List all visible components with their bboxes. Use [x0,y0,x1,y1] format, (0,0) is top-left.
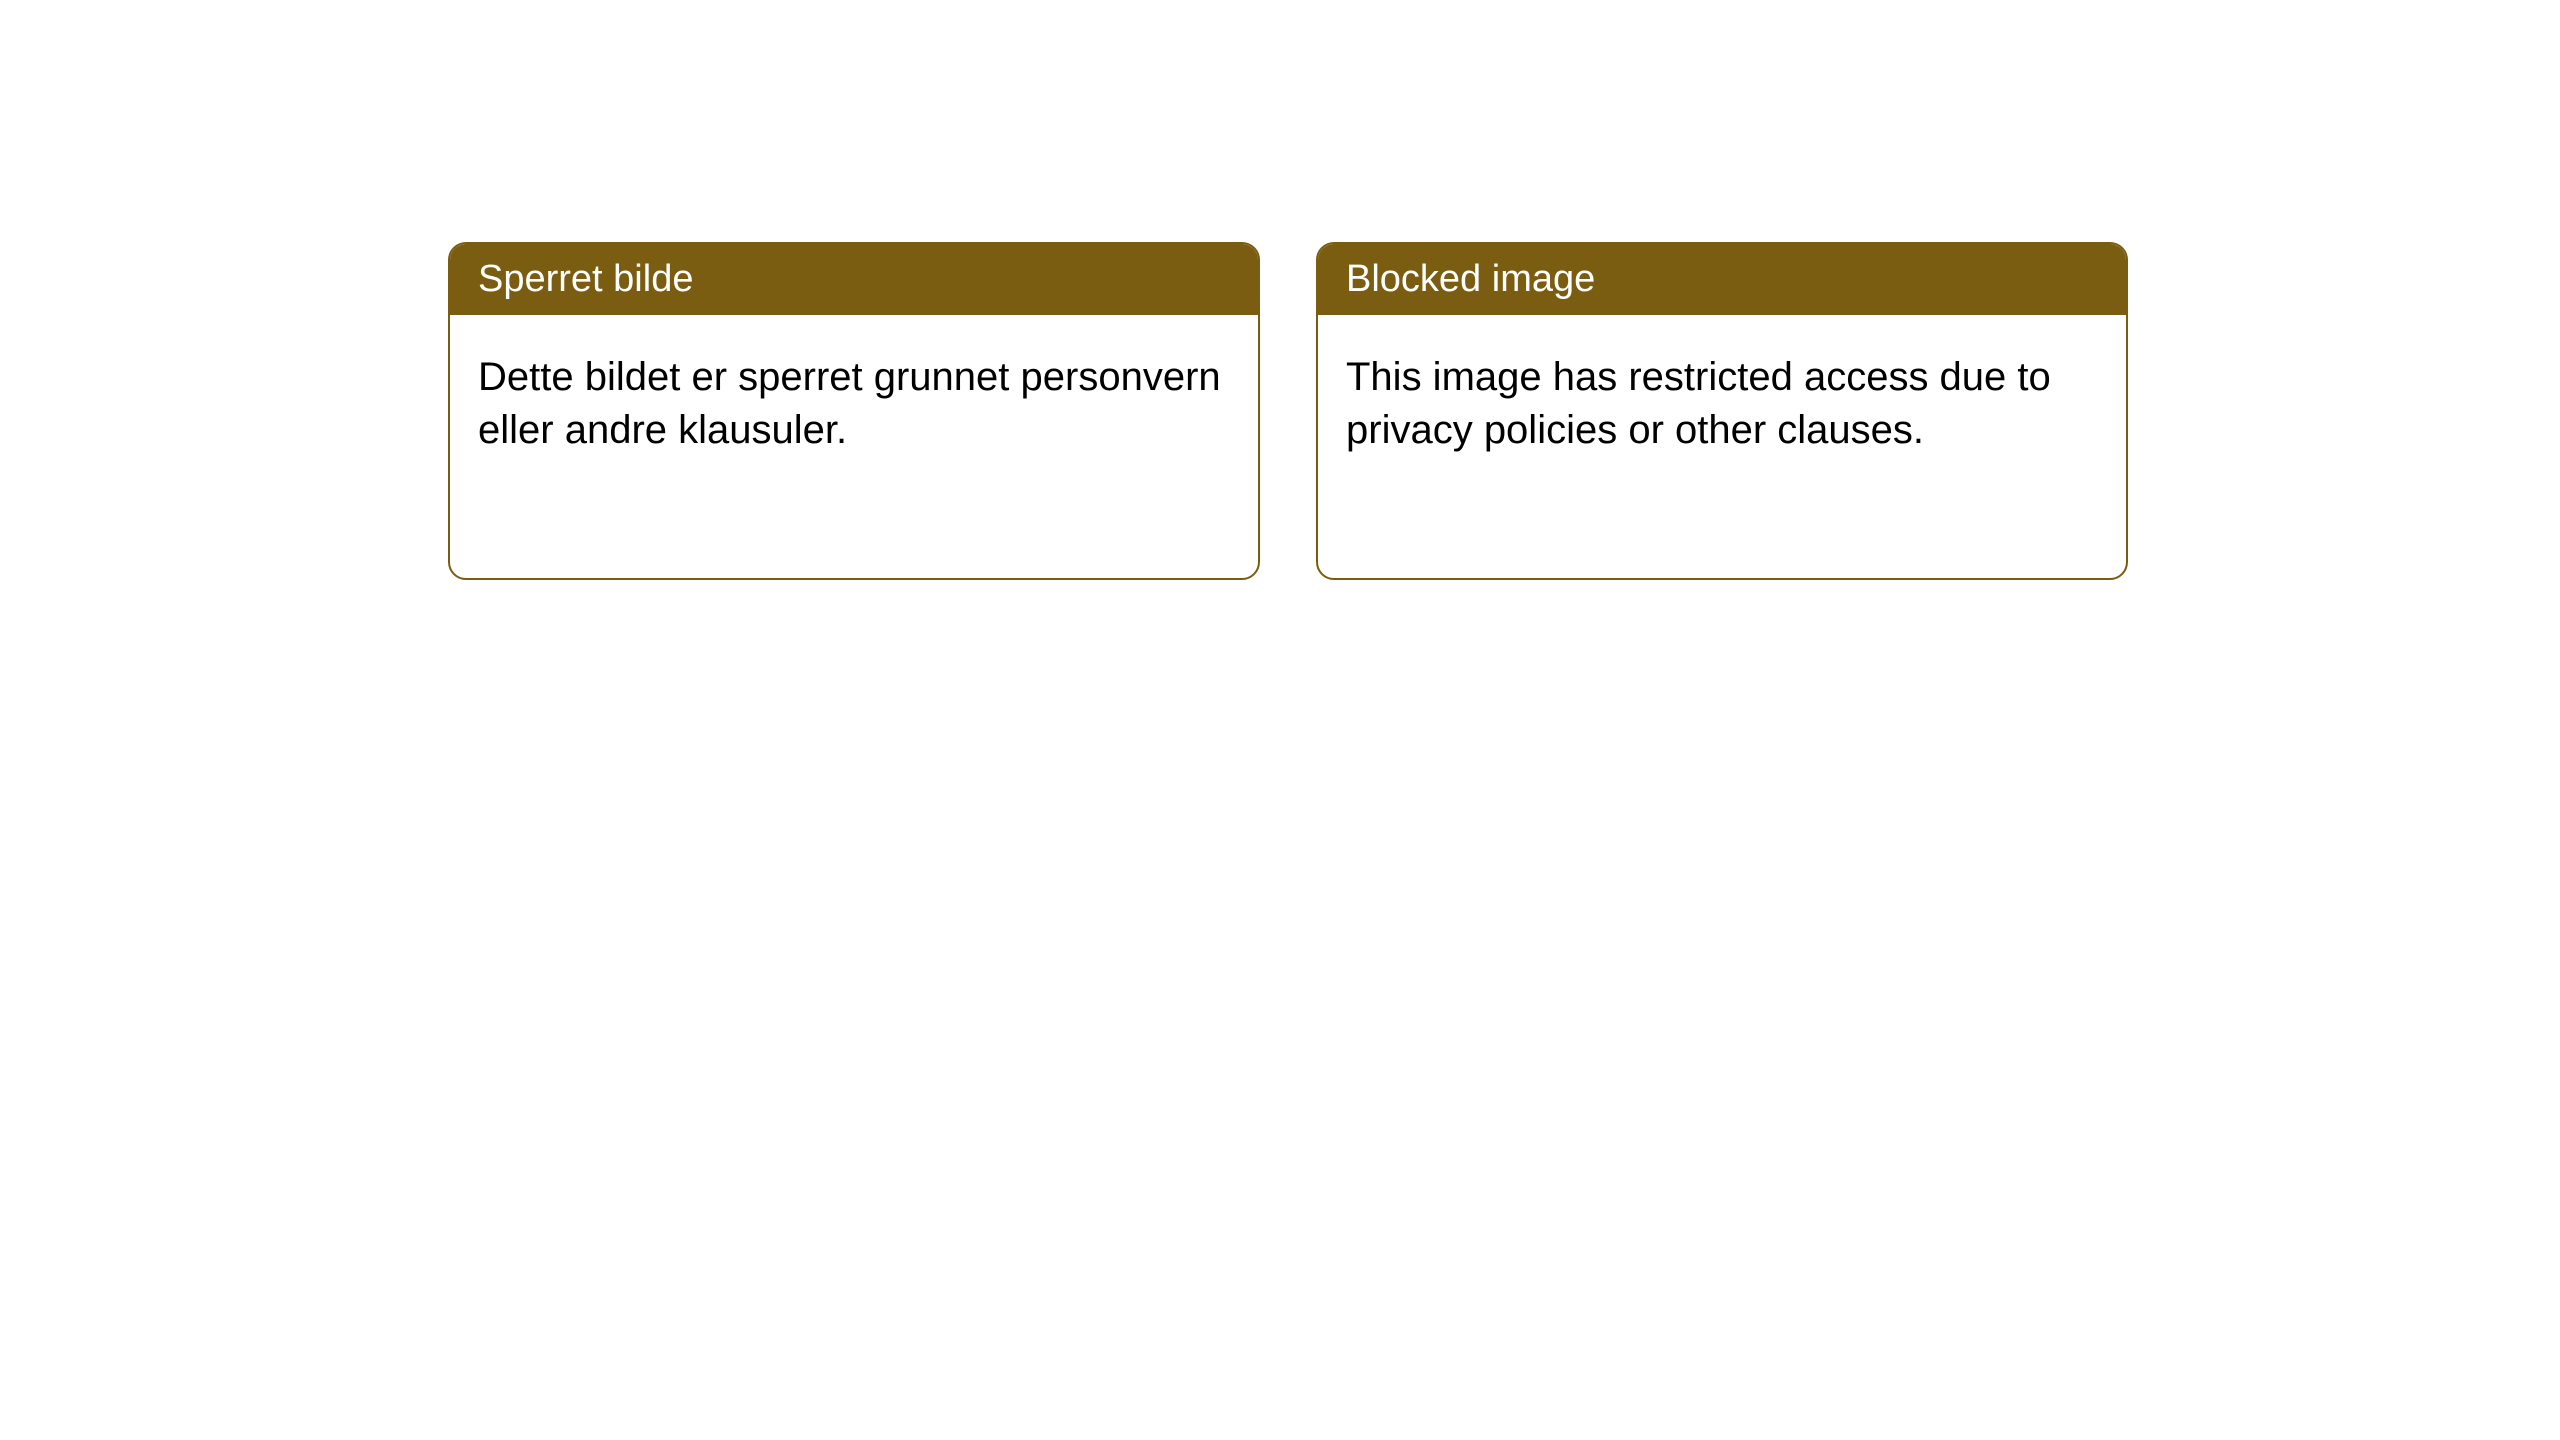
card-body-en: This image has restricted access due to … [1318,315,2126,493]
blocked-image-card-no: Sperret bilde Dette bildet er sperret gr… [448,242,1260,580]
card-title-no: Sperret bilde [478,258,693,300]
card-text-no: Dette bildet er sperret grunnet personve… [478,355,1221,452]
card-header-en: Blocked image [1318,244,2126,315]
card-body-no: Dette bildet er sperret grunnet personve… [450,315,1258,493]
card-container: Sperret bilde Dette bildet er sperret gr… [0,0,2560,580]
card-header-no: Sperret bilde [450,244,1258,315]
card-title-en: Blocked image [1346,258,1595,300]
blocked-image-card-en: Blocked image This image has restricted … [1316,242,2128,580]
card-text-en: This image has restricted access due to … [1346,355,2051,452]
